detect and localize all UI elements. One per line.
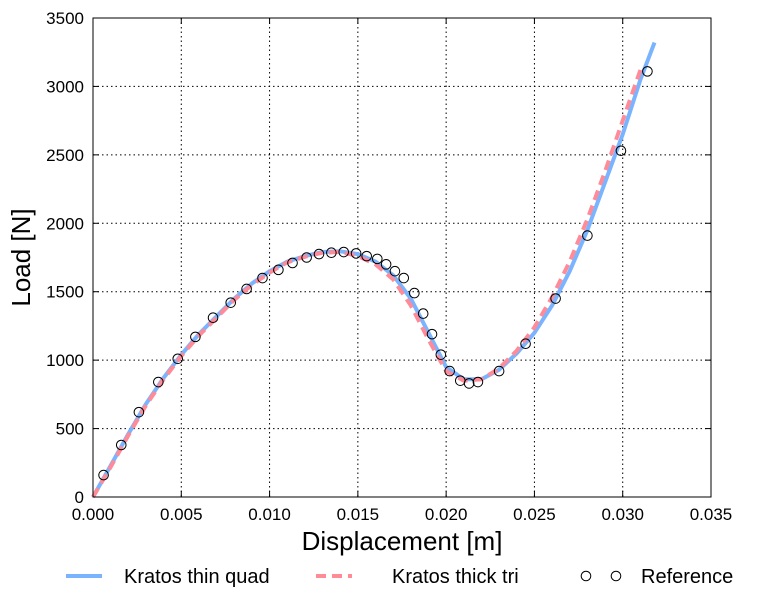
reference-marker [313, 248, 325, 260]
reference-marker [190, 331, 201, 343]
reference-marker [273, 264, 284, 276]
reference-marker [133, 406, 145, 418]
y-tick-label: 0 [75, 488, 84, 507]
y-tick-label: 1000 [46, 351, 84, 370]
reference-marker [350, 248, 362, 259]
reference-marker [338, 246, 350, 258]
y-tick-label: 500 [56, 420, 84, 439]
reference-marker [115, 439, 127, 451]
reference-marker [287, 257, 298, 269]
y-axis-label: Load [N] [6, 208, 36, 306]
reference-marker [225, 297, 237, 308]
reference-marker [380, 259, 392, 270]
reference-marker [241, 283, 252, 295]
series-line-2 [91, 69, 643, 499]
y-tick-label: 2500 [46, 146, 84, 165]
x-tick-label: 0.015 [337, 505, 380, 524]
reference-marker [520, 338, 531, 350]
x-tick-label: 0.000 [72, 505, 115, 524]
legend-marker [580, 570, 592, 582]
reference-marker [371, 253, 383, 265]
reference-marker [417, 308, 429, 319]
reference-marker [550, 293, 561, 304]
reference-marker [98, 469, 109, 481]
tick-labels: 0.000 0.005 0.010 0.015 0.020 0.025 0.030 0.035… [46, 9, 732, 524]
legend-label-3: Reference [641, 566, 733, 588]
reference-marker [172, 353, 184, 365]
reference-marker [207, 312, 219, 324]
reference-marker [361, 250, 372, 262]
reference-marker [582, 230, 593, 241]
legend-marker [610, 570, 622, 582]
reference-marker [389, 265, 401, 277]
reference-marker [326, 247, 337, 259]
y-tick-label: 3500 [46, 9, 84, 28]
y-tick-label: 1500 [46, 283, 84, 302]
x-axis-label: Displacement [m] [302, 526, 503, 556]
reference-marker [257, 272, 268, 284]
reference-marker [409, 287, 420, 299]
reference-marker [615, 145, 627, 157]
x-tick-label: 0.005 [160, 505, 203, 524]
legend-label-2: Kratos thick tri [392, 566, 519, 588]
reference-marker [444, 365, 455, 377]
x-tick-label: 0.035 [690, 505, 733, 524]
x-tick-label: 0.020 [425, 505, 468, 524]
ticks [92, 17, 712, 498]
legend: Kratos thin quad Kratos thick tri Referenc… [66, 566, 733, 588]
reference-marker [153, 376, 164, 388]
reference-marker [301, 252, 312, 263]
reference-marker [426, 328, 438, 340]
reference-marker [398, 272, 410, 284]
x-tick-label: 0.025 [513, 505, 556, 524]
x-tick-label: 0.010 [248, 505, 291, 524]
reference-marker [472, 376, 484, 388]
reference-marker [463, 378, 475, 389]
y-tick-label: 2000 [46, 214, 84, 233]
x-tick-label: 0.030 [601, 505, 644, 524]
plot-frame [92, 17, 712, 498]
reference-marker [642, 66, 653, 77]
legend-label-1: Kratos thin quad [124, 566, 270, 588]
reference-marker [493, 365, 505, 377]
series-layer [91, 41, 657, 499]
y-tick-label: 3000 [46, 77, 84, 96]
reference-marker [435, 349, 447, 360]
